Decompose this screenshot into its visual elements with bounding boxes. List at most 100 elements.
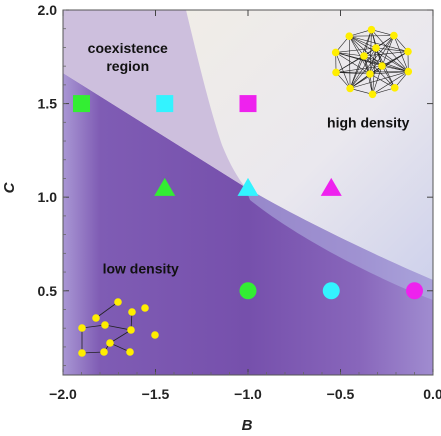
network-node: [114, 298, 122, 306]
data-point-triangle: [320, 177, 342, 196]
y-axis-tick-labels: 0.5 1.0 1.5 2.0: [38, 2, 58, 299]
network-node: [100, 348, 108, 356]
network-edge: [348, 35, 365, 57]
network-node: [106, 339, 114, 347]
x-axis-tick-labels: −2.0 −1.5 −1.0 −0.5 0.0: [49, 386, 441, 402]
network-edge: [95, 301, 119, 319]
network-node: [92, 314, 100, 322]
network-edge: [349, 73, 371, 89]
network-node: [127, 326, 135, 334]
network-edge: [363, 55, 395, 89]
phase-boundary-glow: [245, 187, 433, 300]
network-edge: [350, 88, 373, 95]
y-axis-title: C: [1, 181, 18, 193]
y-tick-label: 1.0: [38, 189, 58, 205]
network-node: [78, 349, 86, 357]
network-edge: [372, 65, 383, 95]
network-edge: [349, 35, 409, 52]
network-edge: [349, 35, 394, 37]
network-edge: [348, 36, 351, 89]
network-edge: [372, 71, 409, 95]
data-point-triangle: [237, 177, 259, 196]
sparse-network-illustration: [78, 298, 159, 357]
network-edge: [349, 35, 395, 89]
network-edge: [335, 47, 377, 53]
x-tick-label: −1.0: [234, 386, 262, 402]
network-node: [368, 90, 377, 99]
network-edge: [381, 65, 396, 89]
network-edge: [335, 52, 365, 57]
network-node: [378, 62, 386, 70]
network-edge: [371, 29, 409, 72]
network-node: [390, 84, 399, 92]
network-node: [372, 44, 380, 52]
network-edge: [369, 47, 377, 75]
network-node: [390, 31, 398, 40]
network-node: [101, 321, 109, 329]
region-label-low-density: low density: [103, 260, 179, 276]
network-node: [346, 84, 354, 93]
data-point-triangle: [154, 177, 176, 196]
coexistence-region: [63, 10, 245, 187]
data-point-circle: [322, 282, 340, 300]
network-edge: [349, 47, 377, 89]
region-labels: coexistence region high density low density: [88, 40, 410, 277]
network-edge: [349, 51, 409, 89]
network-node: [78, 324, 86, 332]
network-edge: [372, 87, 395, 95]
data-point-circle: [239, 282, 257, 300]
region-label-coexistence-region: coexistence: [88, 40, 168, 56]
y-tick-label: 2.0: [38, 2, 58, 18]
network-edge: [375, 47, 409, 52]
y-tick-label: 1.5: [38, 96, 58, 112]
network-edge: [369, 51, 409, 75]
network-edge: [109, 329, 132, 344]
network-edge: [375, 47, 409, 72]
network-insets: [78, 25, 413, 357]
x-axis-title: B: [242, 417, 253, 434]
network-edge: [369, 35, 395, 75]
y-tick-label: 0.5: [38, 283, 58, 299]
network-edge: [81, 324, 106, 329]
low-density-region: [63, 73, 433, 375]
network-node: [367, 25, 376, 34]
data-point-circle: [406, 282, 423, 300]
network-node: [366, 70, 374, 78]
network-edge: [371, 29, 394, 36]
network-node: [141, 304, 149, 312]
network-node: [345, 32, 354, 40]
network-node: [332, 68, 340, 77]
dense-network-illustration: [331, 25, 413, 99]
data-point-square: [73, 95, 90, 113]
data-point-square: [239, 95, 257, 113]
network-edge: [349, 35, 377, 49]
network-node: [151, 331, 159, 339]
network-edge: [104, 324, 132, 331]
x-tick-label: −2.0: [49, 386, 77, 402]
network-edge: [349, 55, 365, 89]
network-edge: [381, 35, 395, 67]
network-node: [126, 348, 134, 356]
x-tick-label: −0.5: [327, 386, 355, 402]
network-node: [404, 47, 412, 56]
network-edge: [393, 35, 409, 72]
x-axis-ticks: [62, 10, 434, 375]
network-edge: [349, 29, 372, 37]
network-edge: [349, 29, 372, 89]
x-tick-label: −1.5: [142, 386, 170, 402]
network-edge: [336, 72, 371, 75]
y-axis-ticks: [63, 9, 433, 367]
region-label-high-density: high density: [327, 114, 410, 130]
network-edge: [335, 52, 383, 67]
x-tick-label: 0.0: [423, 386, 441, 402]
region-label-coexistence-region: region: [106, 58, 149, 74]
network-edge: [381, 65, 409, 72]
data-points: [73, 95, 423, 300]
network-edge: [335, 52, 371, 75]
network-edge: [369, 71, 409, 75]
network-edge: [363, 51, 409, 57]
network-node: [331, 48, 340, 57]
network-edge: [348, 35, 371, 75]
network-node: [404, 67, 413, 76]
